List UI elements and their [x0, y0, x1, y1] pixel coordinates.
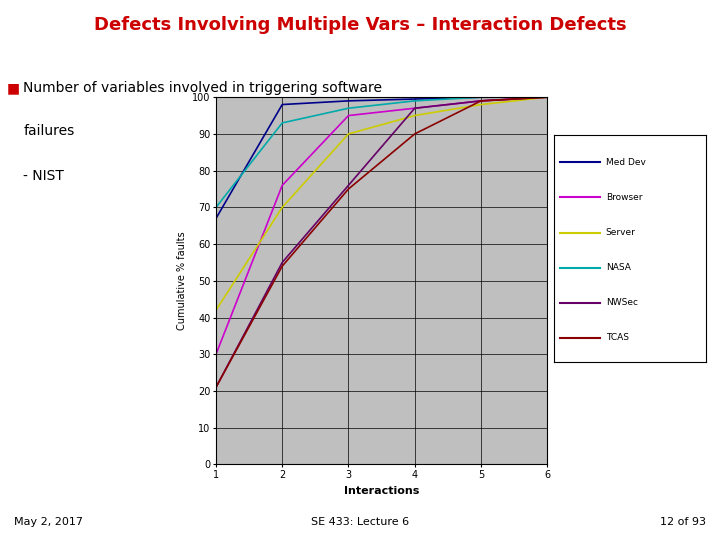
- Med Dev: [344, 98, 353, 104]
- Text: NWSec: NWSec: [606, 298, 638, 307]
- Browser: [212, 351, 220, 357]
- Line: Server: Server: [216, 97, 547, 310]
- Browser: [344, 112, 353, 119]
- Text: SE 433: Lecture 6: SE 433: Lecture 6: [311, 517, 409, 528]
- Med Dev: [212, 215, 220, 221]
- Text: Med Dev: Med Dev: [606, 158, 646, 167]
- Text: Browser: Browser: [606, 193, 642, 202]
- Browser: [477, 98, 485, 104]
- NWSec: [344, 182, 353, 188]
- Text: TCAS: TCAS: [606, 334, 629, 342]
- Text: May 2, 2017: May 2, 2017: [14, 517, 84, 528]
- TCAS: [278, 263, 287, 269]
- Text: ■: ■: [7, 81, 20, 95]
- TCAS: [543, 94, 552, 100]
- NWSec: [477, 98, 485, 104]
- Server: [278, 204, 287, 211]
- Text: 12 of 93: 12 of 93: [660, 517, 706, 528]
- Line: NWSec: NWSec: [216, 97, 547, 387]
- TCAS: [477, 98, 485, 104]
- TCAS: [344, 186, 353, 192]
- Server: [344, 131, 353, 137]
- Text: Server: Server: [606, 228, 636, 237]
- Server: [410, 112, 419, 119]
- Browser: [410, 105, 419, 111]
- Server: [212, 307, 220, 313]
- Line: NASA: NASA: [216, 97, 547, 207]
- Text: Defects Involving Multiple Vars – Interaction Defects: Defects Involving Multiple Vars – Intera…: [94, 16, 626, 33]
- Y-axis label: Cumulative % faults: Cumulative % faults: [176, 232, 186, 330]
- NASA: [410, 98, 419, 104]
- Browser: [278, 182, 287, 188]
- Text: failures: failures: [23, 124, 75, 138]
- Med Dev: [410, 96, 419, 102]
- Server: [543, 94, 552, 100]
- X-axis label: Interactions: Interactions: [344, 485, 419, 496]
- NWSec: [278, 259, 287, 266]
- Text: Number of variables involved in triggering software: Number of variables involved in triggeri…: [23, 81, 382, 95]
- NASA: [344, 105, 353, 111]
- TCAS: [410, 131, 419, 137]
- Line: Browser: Browser: [216, 97, 547, 354]
- NASA: [477, 94, 485, 100]
- TCAS: [212, 384, 220, 390]
- NWSec: [212, 384, 220, 390]
- NWSec: [543, 94, 552, 100]
- NWSec: [410, 105, 419, 111]
- Line: Med Dev: Med Dev: [216, 97, 547, 218]
- NASA: [278, 120, 287, 126]
- Text: - NIST: - NIST: [23, 168, 64, 183]
- NASA: [212, 204, 220, 211]
- Med Dev: [543, 94, 552, 100]
- Med Dev: [278, 102, 287, 108]
- Line: TCAS: TCAS: [216, 97, 547, 387]
- Med Dev: [477, 94, 485, 100]
- NASA: [543, 94, 552, 100]
- Text: NASA: NASA: [606, 263, 631, 272]
- Server: [477, 102, 485, 108]
- Browser: [543, 94, 552, 100]
